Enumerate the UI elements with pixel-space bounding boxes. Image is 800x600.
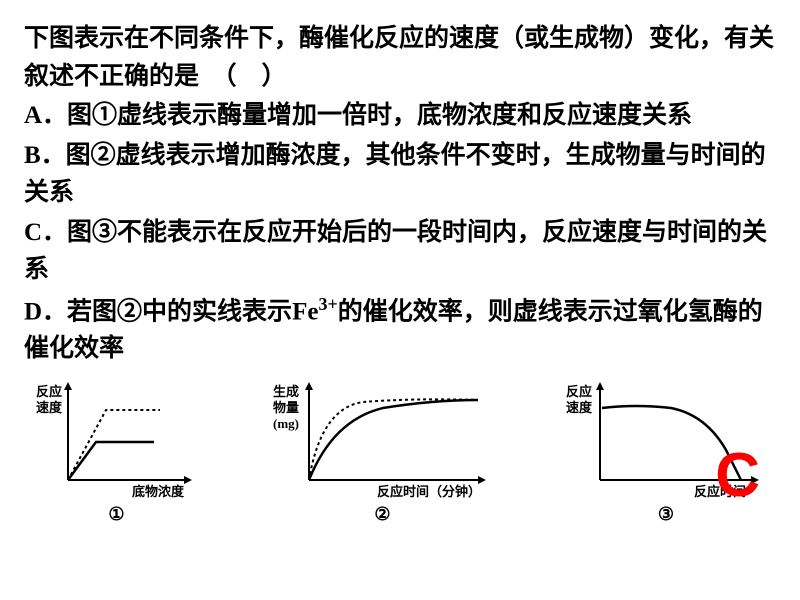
option-c: C．图③不能表示在反应开始后的一段时间内，反应速度与时间的关系 [24, 214, 776, 289]
chart-3-ylabel1: 反应 [566, 384, 592, 399]
answer-letter: C [715, 440, 760, 511]
chart-3-ylabel2: 速度 [566, 400, 593, 415]
chart-2-ylabel3: (mg) [273, 416, 299, 431]
option-d-pre: D．若图②中的实线表示 [24, 298, 292, 325]
question-stem: 下图表示在不同条件下，酶催化反应的速度（或生成物）变化，有关叙述不正确的是 （ … [24, 20, 776, 95]
chart-1-svg: 反应 速度 底物浓度 [34, 380, 199, 500]
chart-1-ylabel1: 反应 [36, 384, 62, 399]
chart-2-ylabel2: 物量 [273, 400, 299, 415]
chart-1-ylabel2: 速度 [36, 400, 63, 415]
chart-1-label: ① [108, 504, 124, 525]
option-b: B．图②虚线表示增加酶浓度，其他条件不变时，生成物量与时间的关系 [24, 137, 776, 212]
option-d: D．若图②中的实线表示Fe3+的催化效率，则虚线表示过氧化氢酶的催化效率 [24, 291, 776, 368]
option-d-sup: 3+ [318, 294, 337, 314]
option-a: A．图①虚线表示酶量增加一倍时，底物浓度和反应速度关系 [24, 97, 776, 135]
chart-1-xlabel: 底物浓度 [132, 484, 185, 499]
chart-2-xlabel: 反应时间（分钟） [377, 484, 481, 499]
chart-1: 反应 速度 底物浓度 ① [34, 380, 199, 525]
chart-3-label: ③ [658, 504, 674, 525]
charts-row: 反应 速度 底物浓度 ① 生成 物量 (mg) [24, 380, 776, 525]
chart-2: 生成 物量 (mg) 反应时间（分钟） ② [273, 380, 493, 525]
chart-2-label: ② [374, 504, 390, 525]
chart-2-svg: 生成 物量 (mg) 反应时间（分钟） [273, 380, 493, 500]
option-d-fe: Fe [292, 298, 318, 325]
chart-2-ylabel1: 生成 [273, 384, 299, 399]
